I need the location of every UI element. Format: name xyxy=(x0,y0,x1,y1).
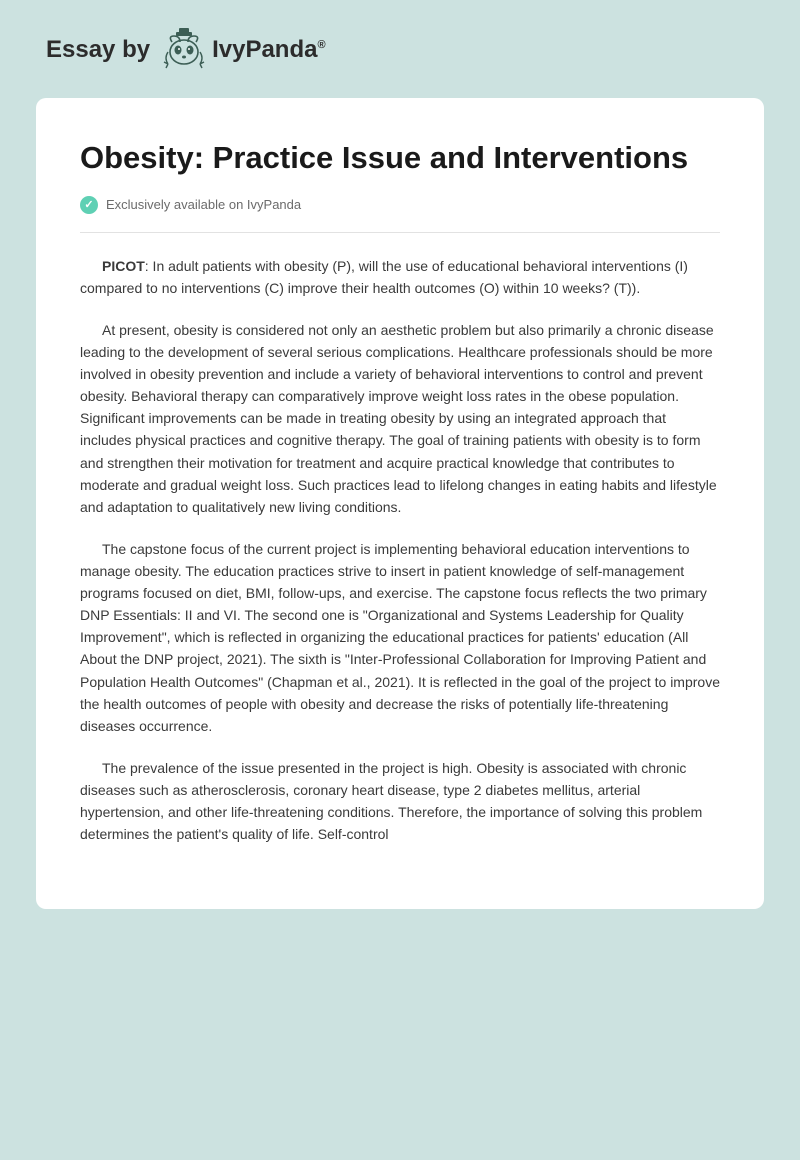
paragraph-picot: PICOT: In adult patients with obesity (P… xyxy=(80,255,720,299)
essay-by-label: Essay by xyxy=(46,36,150,64)
check-icon: ✓ xyxy=(80,196,98,214)
brand-name-text: IvyPanda xyxy=(212,36,317,63)
header-bar: Essay by IvyPanda® xyxy=(36,28,764,72)
brand: IvyPanda® xyxy=(162,28,326,72)
availability-row: ✓ Exclusively available on IvyPanda xyxy=(80,196,720,233)
paragraph-3: The capstone focus of the current projec… xyxy=(80,538,720,737)
picot-text: : In adult patients with obesity (P), wi… xyxy=(80,258,688,296)
essay-title: Obesity: Practice Issue and Intervention… xyxy=(80,138,720,178)
essay-card: Obesity: Practice Issue and Intervention… xyxy=(36,98,764,909)
brand-name: IvyPanda® xyxy=(212,36,326,64)
availability-text: Exclusively available on IvyPanda xyxy=(106,197,301,212)
paragraph-2: At present, obesity is considered not on… xyxy=(80,319,720,518)
paragraph-4: The prevalence of the issue presented in… xyxy=(80,757,720,845)
panda-icon xyxy=(162,28,206,72)
registered-mark: ® xyxy=(317,39,325,51)
picot-label: PICOT xyxy=(102,258,145,274)
